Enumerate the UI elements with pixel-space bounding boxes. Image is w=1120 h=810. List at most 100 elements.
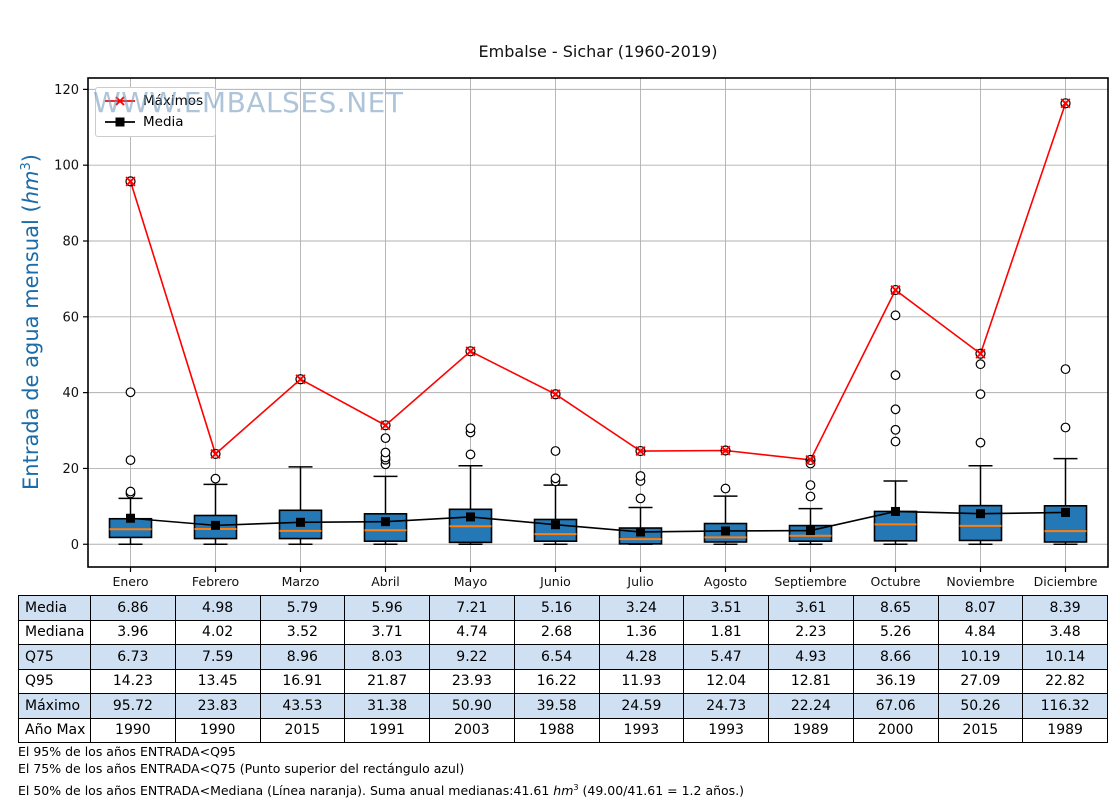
mean-square-marker-abril [381, 517, 390, 527]
chart-title: Embalse - Sichar (1960-2019) [478, 42, 718, 61]
legend-label-media: Media [143, 114, 184, 130]
table-cell: 1988 [513, 717, 600, 743]
mean-square-marker-septiembre [806, 526, 815, 536]
outlier-circle-agosto [720, 483, 731, 494]
table-cell: 3.48 [1022, 619, 1108, 645]
table-row-máximo: Máximo 95.72 23.83 43.53 31.38 50.90 39.58 24.5… [18, 693, 1108, 719]
y-tick-label: 60 [62, 310, 79, 325]
outlier-circle-julio [635, 493, 646, 504]
table-cell: 23.93 [429, 668, 515, 694]
mean-square-marker-enero [126, 513, 135, 523]
table-cell: 3.52 [259, 619, 346, 645]
x-tick-label-enero: Enero [112, 574, 148, 589]
table-cell: 5.16 [513, 595, 600, 621]
mean-square-marker-marzo [296, 517, 305, 527]
max-outlier-circle-marzo [295, 374, 306, 385]
table-cell: 67.06 [852, 693, 939, 719]
table-cell: 3.71 [344, 619, 430, 645]
table-cell: 8.07 [937, 595, 1024, 621]
outlier-circle-noviembre [975, 437, 986, 448]
y-axis-label-text: Entrada de agua mensual ( [19, 204, 43, 490]
table-cell: 8.96 [259, 644, 346, 670]
row-label: Mediana [18, 619, 91, 645]
x-tick-label-noviembre: Noviembre [946, 574, 1015, 589]
x-tick-label-marzo: Marzo [282, 574, 320, 589]
outlier-circle-diciembre [1060, 364, 1071, 375]
outlier-circle-octubre [890, 436, 901, 447]
table-cell: 50.26 [937, 693, 1024, 719]
table-cell: 16.22 [513, 668, 600, 694]
outlier-circle-septiembre [805, 480, 816, 491]
table-cell: 12.81 [768, 668, 854, 694]
max-x-marker-julio [635, 445, 646, 457]
x-marker-icon [115, 96, 125, 106]
legend-item-media: Media [104, 114, 203, 130]
table-cell: 13.45 [174, 668, 261, 694]
table-cell: 5.79 [259, 595, 346, 621]
table-cell: 8.65 [852, 595, 939, 621]
max-x-marker-noviembre [975, 348, 986, 359]
mean-square-marker-noviembre [976, 509, 985, 519]
table-cell: 1990 [174, 717, 261, 743]
table-cell: 1991 [344, 717, 430, 743]
y-axis-label: Entrada de agua mensual (hm3) [19, 154, 43, 490]
max-x-marker-abril [380, 420, 391, 431]
y-tick-label: 100 [54, 159, 79, 174]
x-tick-label-junio: Junio [539, 574, 571, 589]
table-row-q95: Q95 14.23 13.45 16.91 21.87 23.93 16.22 11.93 12… [18, 668, 1108, 694]
mean-square-marker-mayo [466, 512, 475, 522]
table-cell: 1993 [598, 717, 685, 743]
y-tick-label: 120 [54, 83, 79, 98]
outlier-circle-mayo [465, 449, 476, 460]
max-x-marker-septiembre [805, 454, 816, 466]
table-cell: 1990 [90, 717, 176, 743]
max-outlier-circle-agosto [720, 445, 731, 456]
y-axis-label-unit: hm [19, 170, 43, 205]
row-label: Q75 [18, 644, 91, 670]
table-cell: 6.86 [90, 595, 176, 621]
table-cell: 14.23 [90, 668, 176, 694]
outlier-circle-septiembre [805, 491, 816, 502]
x-tick-label-agosto: Agosto [704, 574, 747, 589]
square-marker-icon [115, 117, 125, 127]
footnote-mediana: El 50% de los años ENTRADA<Mediana (Líne… [18, 782, 745, 799]
max-x-marker-marzo [295, 374, 306, 385]
table-cell: 21.87 [344, 668, 430, 694]
outlier-circle-octubre [890, 310, 901, 321]
table-cell: 5.96 [344, 595, 430, 621]
y-tick-label: 20 [62, 462, 79, 477]
legend: Máximos Media [95, 87, 217, 137]
max-line-x-icon [105, 96, 135, 106]
mean-square-marker-junio [551, 520, 560, 530]
table-cell: 2000 [852, 717, 939, 743]
table-cell: 1993 [683, 717, 769, 743]
y-tick-label: 40 [62, 386, 79, 401]
table-cell: 9.22 [429, 644, 515, 670]
mean-square-marker-octubre [891, 506, 900, 516]
footnotes: El 95% de los años ENTRADA<Q95 El 75% de… [18, 744, 744, 800]
table-cell: 2.68 [513, 619, 600, 645]
max-x-marker-febrero [210, 448, 221, 459]
outlier-circle-febrero [210, 473, 221, 484]
table-cell: 4.84 [937, 619, 1024, 645]
table-cell: 10.14 [1022, 644, 1108, 670]
row-label: Q95 [18, 668, 91, 694]
max-outlier-circle-abril [380, 420, 391, 431]
y-tick-label: 0 [71, 538, 79, 553]
table-cell: 95.72 [90, 693, 176, 719]
table-cell: 27.09 [937, 668, 1024, 694]
max-x-marker-enero [125, 176, 136, 187]
legend-item-maximos: Máximos [104, 93, 203, 109]
table-cell: 3.96 [90, 619, 176, 645]
watermark: WWW.EMBALSES.NET [93, 86, 404, 119]
max-outlier-circle-mayo [465, 346, 476, 357]
x-tick-label-abril: Abril [371, 574, 400, 589]
outlier-circle-noviembre [975, 359, 986, 370]
mean-square-marker-agosto [721, 526, 730, 536]
table-cell: 1989 [768, 717, 854, 743]
max-outlier-circle-enero [125, 176, 136, 187]
footnote-q95: El 95% de los años ENTRADA<Q95 [18, 744, 236, 759]
outlier-circle-octubre [890, 404, 901, 415]
outlier-circle-diciembre [1060, 422, 1071, 433]
